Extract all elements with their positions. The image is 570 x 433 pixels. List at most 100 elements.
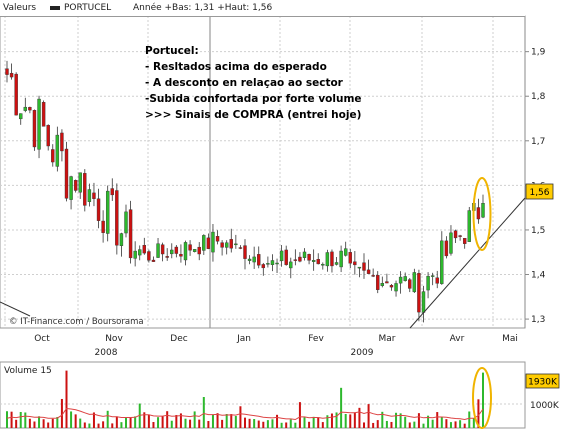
volume-bar [28, 418, 31, 428]
volume-bar [358, 407, 361, 428]
x-tick-fev: Fev [308, 334, 324, 344]
candle-body [343, 248, 348, 256]
candle-body [362, 262, 366, 271]
volume-bar [463, 423, 466, 428]
support-trendline [409, 197, 526, 329]
volume-bar [157, 417, 160, 428]
candle-body [147, 251, 151, 261]
volume-bar [239, 406, 242, 428]
volume-bar [395, 412, 398, 428]
volume-bar [298, 402, 301, 428]
candle-body [426, 275, 430, 291]
candle-body [275, 262, 279, 265]
candle-body [101, 220, 105, 233]
volume-bar [408, 422, 411, 428]
x-axis: Oct Nov Dec Jan Fev Mar Avr Mai 2008 200… [34, 334, 518, 358]
candle-body [394, 283, 398, 292]
volume-bar [427, 415, 430, 428]
candle-body [46, 125, 50, 147]
candle-body [156, 243, 160, 258]
volume-bar [225, 414, 228, 428]
candle-body [215, 236, 220, 242]
year-label-2009: 2009 [351, 348, 374, 358]
x-tick-mai: Mai [502, 334, 518, 344]
volume-bar [404, 416, 407, 428]
candle-body [28, 107, 32, 111]
candle-body [179, 254, 183, 257]
volume-bar [440, 417, 443, 428]
candle-body [398, 276, 403, 284]
y-tick-label: 1,4 [531, 271, 546, 281]
candle-body [339, 250, 343, 268]
volume-bar [244, 417, 246, 428]
candle-body [266, 263, 270, 265]
x-tick-jan: Jan [236, 334, 251, 344]
volume-bar [198, 419, 201, 428]
last-price-box [525, 183, 554, 200]
candle-body [202, 235, 206, 251]
candle-body [376, 275, 380, 290]
candle-body [151, 259, 156, 262]
volume-bar [129, 417, 132, 428]
candle-body [60, 132, 64, 152]
volume-bar [102, 421, 105, 428]
candle-body [23, 106, 28, 111]
volume-bar [170, 420, 173, 428]
candle-body [229, 239, 233, 249]
candle-body [138, 249, 142, 256]
volume-bar [207, 420, 210, 428]
candle-body [357, 266, 362, 269]
volume-bar [349, 414, 352, 428]
volume-bar [19, 411, 22, 428]
volume-bar [482, 372, 484, 428]
volume-bar [216, 413, 219, 428]
candle-body [353, 261, 357, 266]
candle-body [330, 251, 334, 267]
candle-body [476, 207, 481, 220]
volume-bar [221, 419, 224, 428]
candle-body [293, 259, 298, 261]
volume-last-label: 1930K [528, 378, 558, 388]
volume-bar [257, 420, 260, 428]
candle-body [142, 244, 147, 254]
volume-bar [477, 399, 480, 428]
candle-body [261, 264, 266, 269]
candle-body [211, 231, 215, 253]
candle-body [270, 260, 275, 265]
candle-body [37, 98, 41, 150]
candle-body [51, 149, 55, 163]
candle-body [69, 176, 73, 200]
volume-bar [312, 416, 315, 428]
volume-bar [166, 411, 169, 428]
volume-bar [70, 411, 73, 428]
volume-bar [38, 416, 41, 428]
candle-body [188, 244, 192, 251]
volume-bar [79, 418, 82, 428]
y-tick-label: 1,3 [531, 315, 545, 325]
candle-body [124, 211, 128, 234]
candle-body [197, 246, 201, 255]
candle-body [41, 102, 46, 127]
candle-body [128, 209, 133, 259]
candle-body [119, 233, 124, 246]
volume-last-box [525, 373, 560, 389]
volume-bar [248, 418, 251, 428]
candle-body [408, 279, 412, 289]
volume-bar [211, 414, 214, 428]
candle-body [32, 110, 37, 148]
candle-body [430, 275, 435, 277]
candlesticks [5, 60, 485, 323]
volume-bar [308, 421, 311, 428]
volume-bar [436, 412, 439, 428]
candle-body [298, 256, 302, 262]
volume-bar [262, 421, 265, 428]
source-label: Valeurs [3, 3, 37, 13]
volume-bar [47, 422, 50, 428]
candle-body [55, 134, 60, 167]
last-price-label: 1,56 [529, 188, 549, 198]
volume-bar [134, 416, 137, 428]
candle-body [444, 240, 449, 257]
volume-bar [51, 418, 54, 428]
